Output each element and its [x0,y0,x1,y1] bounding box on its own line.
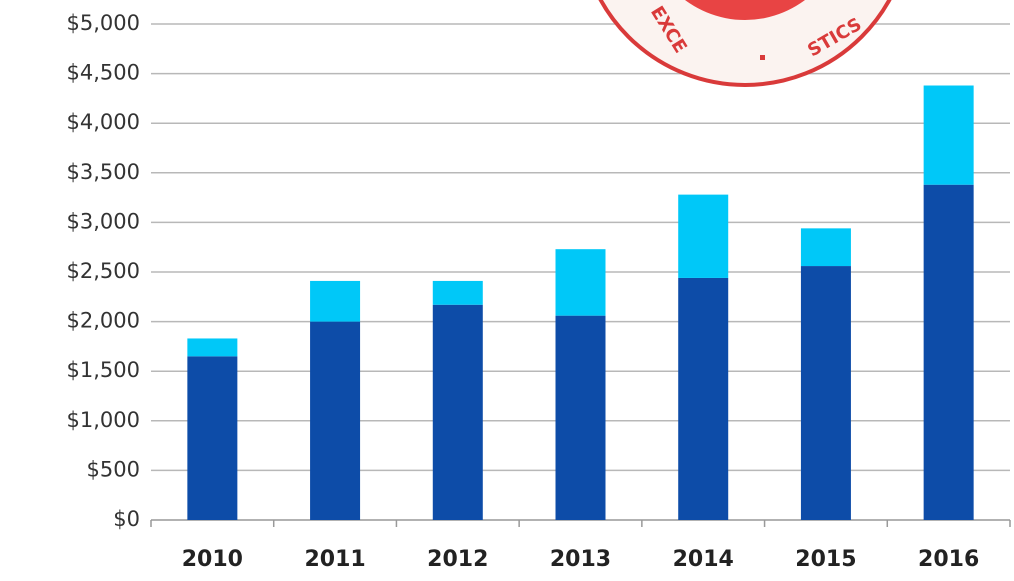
badge-ring [598,0,892,87]
bar-segment [432,280,483,305]
y-tick-label: $5,000 [67,11,140,35]
bar-segment [923,184,974,521]
bar-segment [555,315,606,520]
bar-segment [187,338,238,357]
y-tick-label: $1,000 [67,408,140,432]
y-tick-label: $1,500 [67,358,140,382]
bar-segment [310,280,361,322]
y-tick-label: $0 [113,507,140,531]
bar-segment [310,321,361,520]
y-tick-label: $2,500 [67,259,140,283]
y-tick-label: $2,000 [67,309,140,333]
bar-segment [678,194,729,278]
x-tick-label: 2012 [427,547,488,572]
y-tick-label: $3,500 [67,160,140,184]
y-tick-label: $3,000 [67,209,140,233]
y-tick-label: $500 [87,457,140,481]
badge-core [685,0,805,20]
x-tick-label: 2014 [673,547,734,572]
x-tick-label: 2011 [304,547,365,572]
badge-dot [760,55,765,60]
y-tick-label: $4,000 [67,110,140,134]
bar-segment [678,277,729,520]
bar-segment [800,228,851,267]
badge: EXCE STICS [598,0,892,87]
bar-segment [432,304,483,520]
x-tick-label: 2016 [918,547,979,572]
x-tick-label: 2013 [550,547,611,572]
bar-segment [555,249,606,316]
x-tick-label: 2015 [795,547,856,572]
x-tick-label: 2010 [182,547,243,572]
y-tick-label: $4,500 [67,61,140,85]
bar-segment [923,85,974,185]
bar-segment [187,356,238,520]
bar-segment [800,266,851,520]
